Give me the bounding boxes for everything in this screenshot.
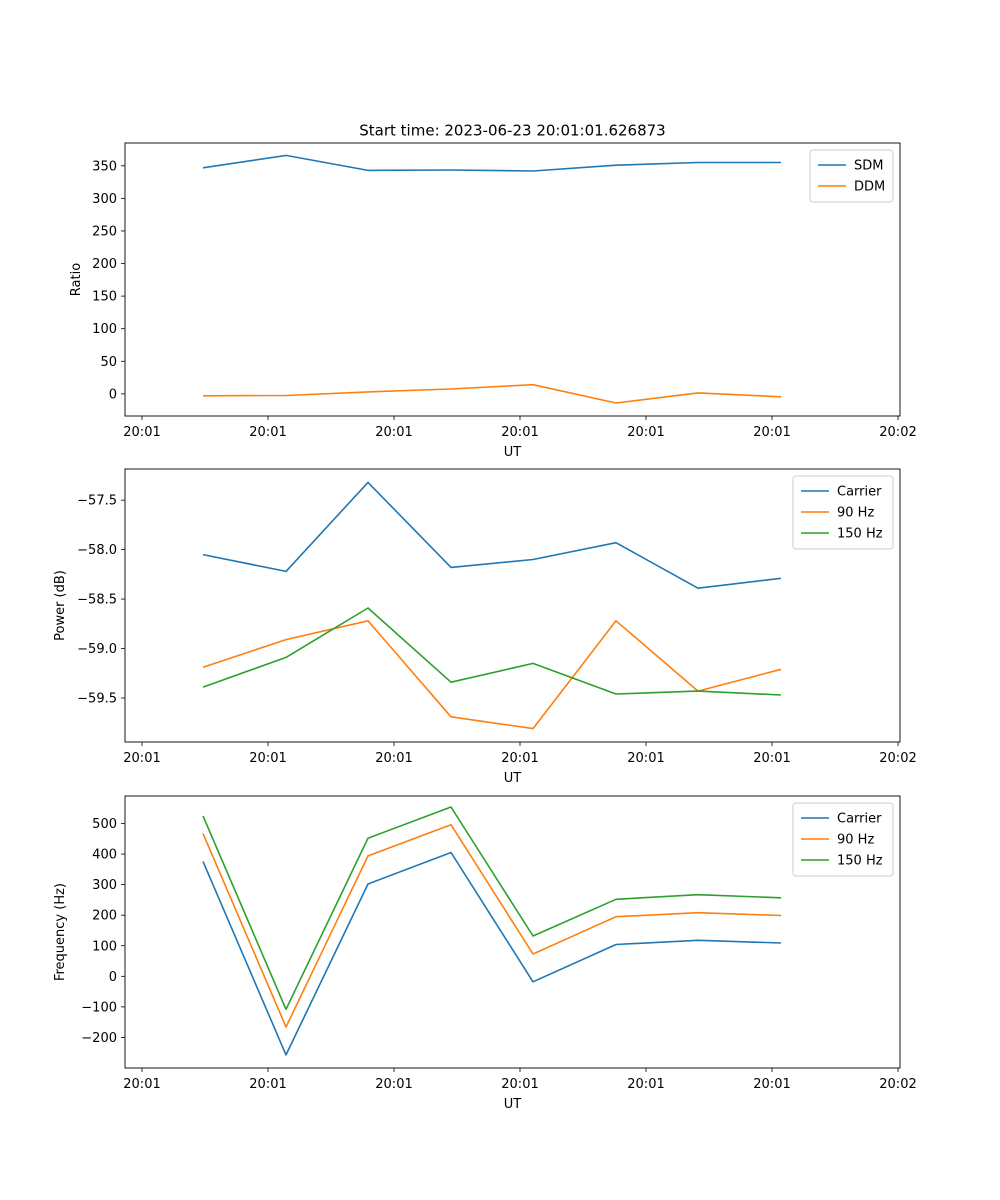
legend-box <box>809 149 894 203</box>
legend-box <box>792 802 894 877</box>
y-tick-label: 0 <box>109 970 117 985</box>
series-line-90-hz <box>202 619 782 730</box>
series-line-sdm <box>202 154 781 172</box>
x-tick-label: 20:01 <box>375 1077 412 1092</box>
x-tick-label: 20:02 <box>879 1077 916 1092</box>
y-tick-label: 100 <box>92 322 117 337</box>
x-tick-label: 20:01 <box>375 425 412 440</box>
x-tick-label: 20:01 <box>249 425 286 440</box>
legend: SDM DDM <box>809 149 894 203</box>
legend-label: 150 Hz <box>837 854 883 869</box>
y-tick-label: 300 <box>92 192 117 207</box>
y-tick-label: 300 <box>92 878 117 893</box>
y-axis-label: Frequency (Hz) <box>53 883 68 981</box>
y-tick-label: −59.0 <box>77 642 117 657</box>
x-tick-label: 20:01 <box>627 1077 664 1092</box>
legend-box <box>792 475 894 550</box>
series-line-90-hz <box>202 823 782 1028</box>
figure-title: Start time: 2023-06-23 20:01:01.626873 <box>359 122 665 140</box>
x-tick-label: 20:01 <box>123 425 160 440</box>
y-tick-label: −58.0 <box>77 543 117 558</box>
y-tick-label: −200 <box>81 1031 117 1046</box>
legend-label: SDM <box>854 159 883 174</box>
x-tick-label: 20:01 <box>249 751 286 766</box>
legend-label: Carrier <box>837 812 882 827</box>
legend-label: 150 Hz <box>837 527 883 542</box>
y-tick-label: 350 <box>92 159 117 174</box>
chart-panel-1: 20:01 20:01 20:01 20:01 20:01 20:01 20:02 0 50 10… <box>69 142 917 460</box>
legend-label: 90 Hz <box>837 833 874 848</box>
y-tick-label: 500 <box>92 817 117 832</box>
y-tick-label: 400 <box>92 848 117 863</box>
x-axis-label: UT <box>504 445 522 460</box>
y-tick-label: 250 <box>92 224 117 239</box>
y-tick-label: 150 <box>92 290 117 305</box>
x-axis-label: UT <box>504 1097 522 1112</box>
legend: Carrier 90 Hz 150 Hz <box>792 475 894 550</box>
y-tick-label: 200 <box>92 909 117 924</box>
x-tick-label: 20:01 <box>123 1077 160 1092</box>
x-tick-label: 20:01 <box>627 751 664 766</box>
x-tick-label: 20:01 <box>753 425 790 440</box>
y-axis-label: Ratio <box>69 263 84 296</box>
axes-frame <box>124 142 901 417</box>
x-tick-label: 20:01 <box>501 751 538 766</box>
y-tick-label: −58.5 <box>77 593 117 608</box>
x-tick-label: 20:01 <box>501 1077 538 1092</box>
series-line-ddm <box>202 383 782 404</box>
y-tick-label: 100 <box>92 939 117 954</box>
axes-frame <box>124 795 901 1069</box>
x-tick-label: 20:01 <box>501 425 538 440</box>
x-tick-label: 20:01 <box>753 1077 790 1092</box>
series-line-150-hz <box>202 806 782 1011</box>
chart-panel-3: 20:01 20:01 20:01 20:01 20:01 20:01 20:02 −200 −… <box>53 795 917 1112</box>
x-tick-label: 20:01 <box>375 751 412 766</box>
x-tick-label: 20:01 <box>123 751 160 766</box>
legend-label: Carrier <box>837 485 882 500</box>
y-axis-label: Power (dB) <box>53 570 68 641</box>
series-line-carrier <box>202 851 782 1056</box>
legend: Carrier 90 Hz 150 Hz <box>792 802 894 877</box>
y-tick-label: 0 <box>109 387 117 402</box>
y-tick-label: −59.5 <box>77 691 117 706</box>
axes-frame <box>124 468 901 743</box>
y-tick-label: −57.5 <box>77 494 117 509</box>
series-line-carrier <box>202 481 782 590</box>
x-tick-label: 20:02 <box>879 425 916 440</box>
chart-panel-2: 20:01 20:01 20:01 20:01 20:01 20:01 20:02 −59.5… <box>53 468 917 786</box>
series-line-150-hz <box>202 607 782 696</box>
legend-label: DDM <box>854 180 885 195</box>
x-tick-label: 20:02 <box>879 751 916 766</box>
legend-label: 90 Hz <box>837 506 874 521</box>
x-tick-label: 20:01 <box>753 751 790 766</box>
x-axis-label: UT <box>504 771 522 786</box>
x-tick-label: 20:01 <box>249 1077 286 1092</box>
y-tick-label: 50 <box>100 355 117 370</box>
y-tick-label: 200 <box>92 257 117 272</box>
y-tick-label: −100 <box>81 1000 117 1015</box>
x-tick-label: 20:01 <box>627 425 664 440</box>
